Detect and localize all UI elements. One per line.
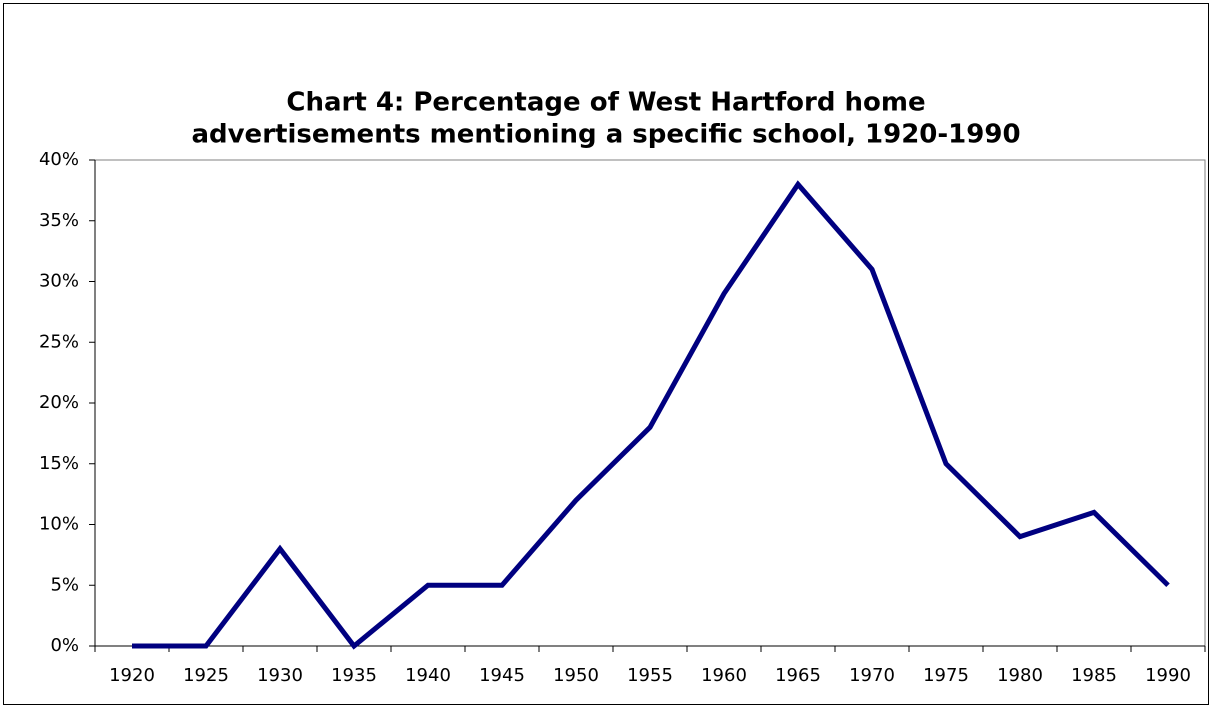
y-tick-label: 25%	[39, 331, 79, 352]
x-tick-label: 1975	[923, 665, 969, 686]
x-tick-label: 1990	[1145, 665, 1191, 686]
y-tick-label: 35%	[39, 210, 79, 231]
y-tick-label: 20%	[39, 392, 79, 413]
x-tick-label: 1955	[627, 665, 673, 686]
chart-border	[3, 3, 1209, 705]
x-tick-label: 1920	[109, 665, 155, 686]
y-tick-label: 0%	[50, 635, 79, 656]
x-tick-label: 1980	[997, 665, 1043, 686]
y-tick-label: 10%	[39, 514, 79, 535]
y-tick-label: 15%	[39, 453, 79, 474]
chart-title: advertisements mentioning a specific sch…	[191, 120, 1020, 150]
data-line	[132, 180, 1170, 650]
x-tick-label: 1950	[553, 665, 599, 686]
x-tick-label: 1965	[775, 665, 821, 686]
x-tick-label: 1945	[479, 665, 525, 686]
x-tick-label: 1930	[257, 665, 303, 686]
y-tick-label: 30%	[39, 271, 79, 292]
y-tick-label: 5%	[50, 574, 79, 595]
x-tick-label: 1970	[849, 665, 895, 686]
x-tick-label: 1960	[701, 665, 747, 686]
x-tick-label: 1940	[405, 665, 451, 686]
chart-title: Chart 4: Percentage of West Hartford hom…	[286, 88, 925, 118]
x-tick-label: 1925	[183, 665, 229, 686]
x-tick-label: 1985	[1071, 665, 1117, 686]
y-tick-label: 40%	[39, 149, 79, 170]
x-tick-label: 1935	[331, 665, 377, 686]
